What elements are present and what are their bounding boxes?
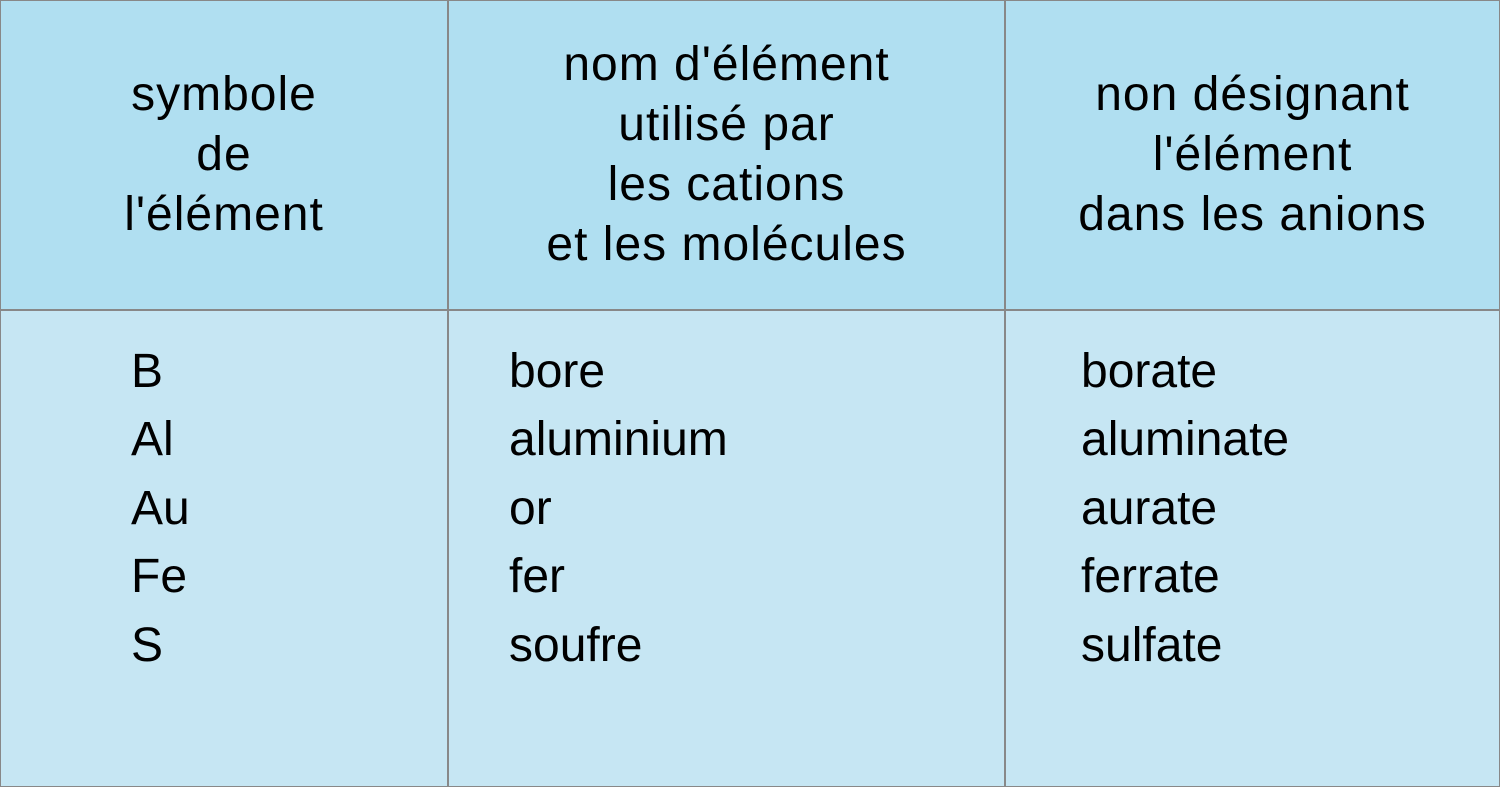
header-line: les cations: [608, 155, 846, 215]
header-line: utilisé par: [618, 95, 834, 155]
symbol-value: B: [131, 341, 447, 403]
cation-name-value: bore: [509, 341, 1004, 403]
header-line: dans les anions: [1078, 185, 1427, 245]
table-header-row: symbole de l'élément nom d'élément utili…: [0, 0, 1500, 310]
header-line: non désignant: [1095, 65, 1410, 125]
header-cell-symbol: symbole de l'élément: [0, 0, 448, 310]
data-cell-symbols: B Al Au Fe S: [0, 310, 448, 787]
table-data-row: B Al Au Fe S bore aluminium or fer soufr…: [0, 310, 1500, 787]
symbol-value: Au: [131, 478, 447, 540]
cation-name-value: aluminium: [509, 409, 1004, 471]
symbol-value: S: [131, 615, 447, 677]
data-cell-anion-names: borate aluminate aurate ferrate sulfate: [1005, 310, 1500, 787]
symbol-value: Al: [131, 409, 447, 471]
element-names-table: symbole de l'élément nom d'élément utili…: [0, 0, 1500, 787]
symbol-value: Fe: [131, 546, 447, 608]
data-cell-cation-names: bore aluminium or fer soufre: [448, 310, 1005, 787]
cation-name-value: soufre: [509, 615, 1004, 677]
cation-name-value: fer: [509, 546, 1004, 608]
header-line: de: [196, 125, 251, 185]
header-line: nom d'élément: [563, 35, 889, 95]
header-cell-anion-name: non désignant l'élément dans les anions: [1005, 0, 1500, 310]
header-line: et les molécules: [546, 215, 906, 275]
header-line: l'élément: [1153, 125, 1353, 185]
anion-name-value: sulfate: [1081, 615, 1499, 677]
anion-name-value: borate: [1081, 341, 1499, 403]
anion-name-value: aurate: [1081, 478, 1499, 540]
anion-name-value: aluminate: [1081, 409, 1499, 471]
header-line: l'élément: [124, 185, 324, 245]
cation-name-value: or: [509, 478, 1004, 540]
header-cell-cation-name: nom d'élément utilisé par les cations et…: [448, 0, 1005, 310]
anion-name-value: ferrate: [1081, 546, 1499, 608]
header-line: symbole: [131, 65, 317, 125]
